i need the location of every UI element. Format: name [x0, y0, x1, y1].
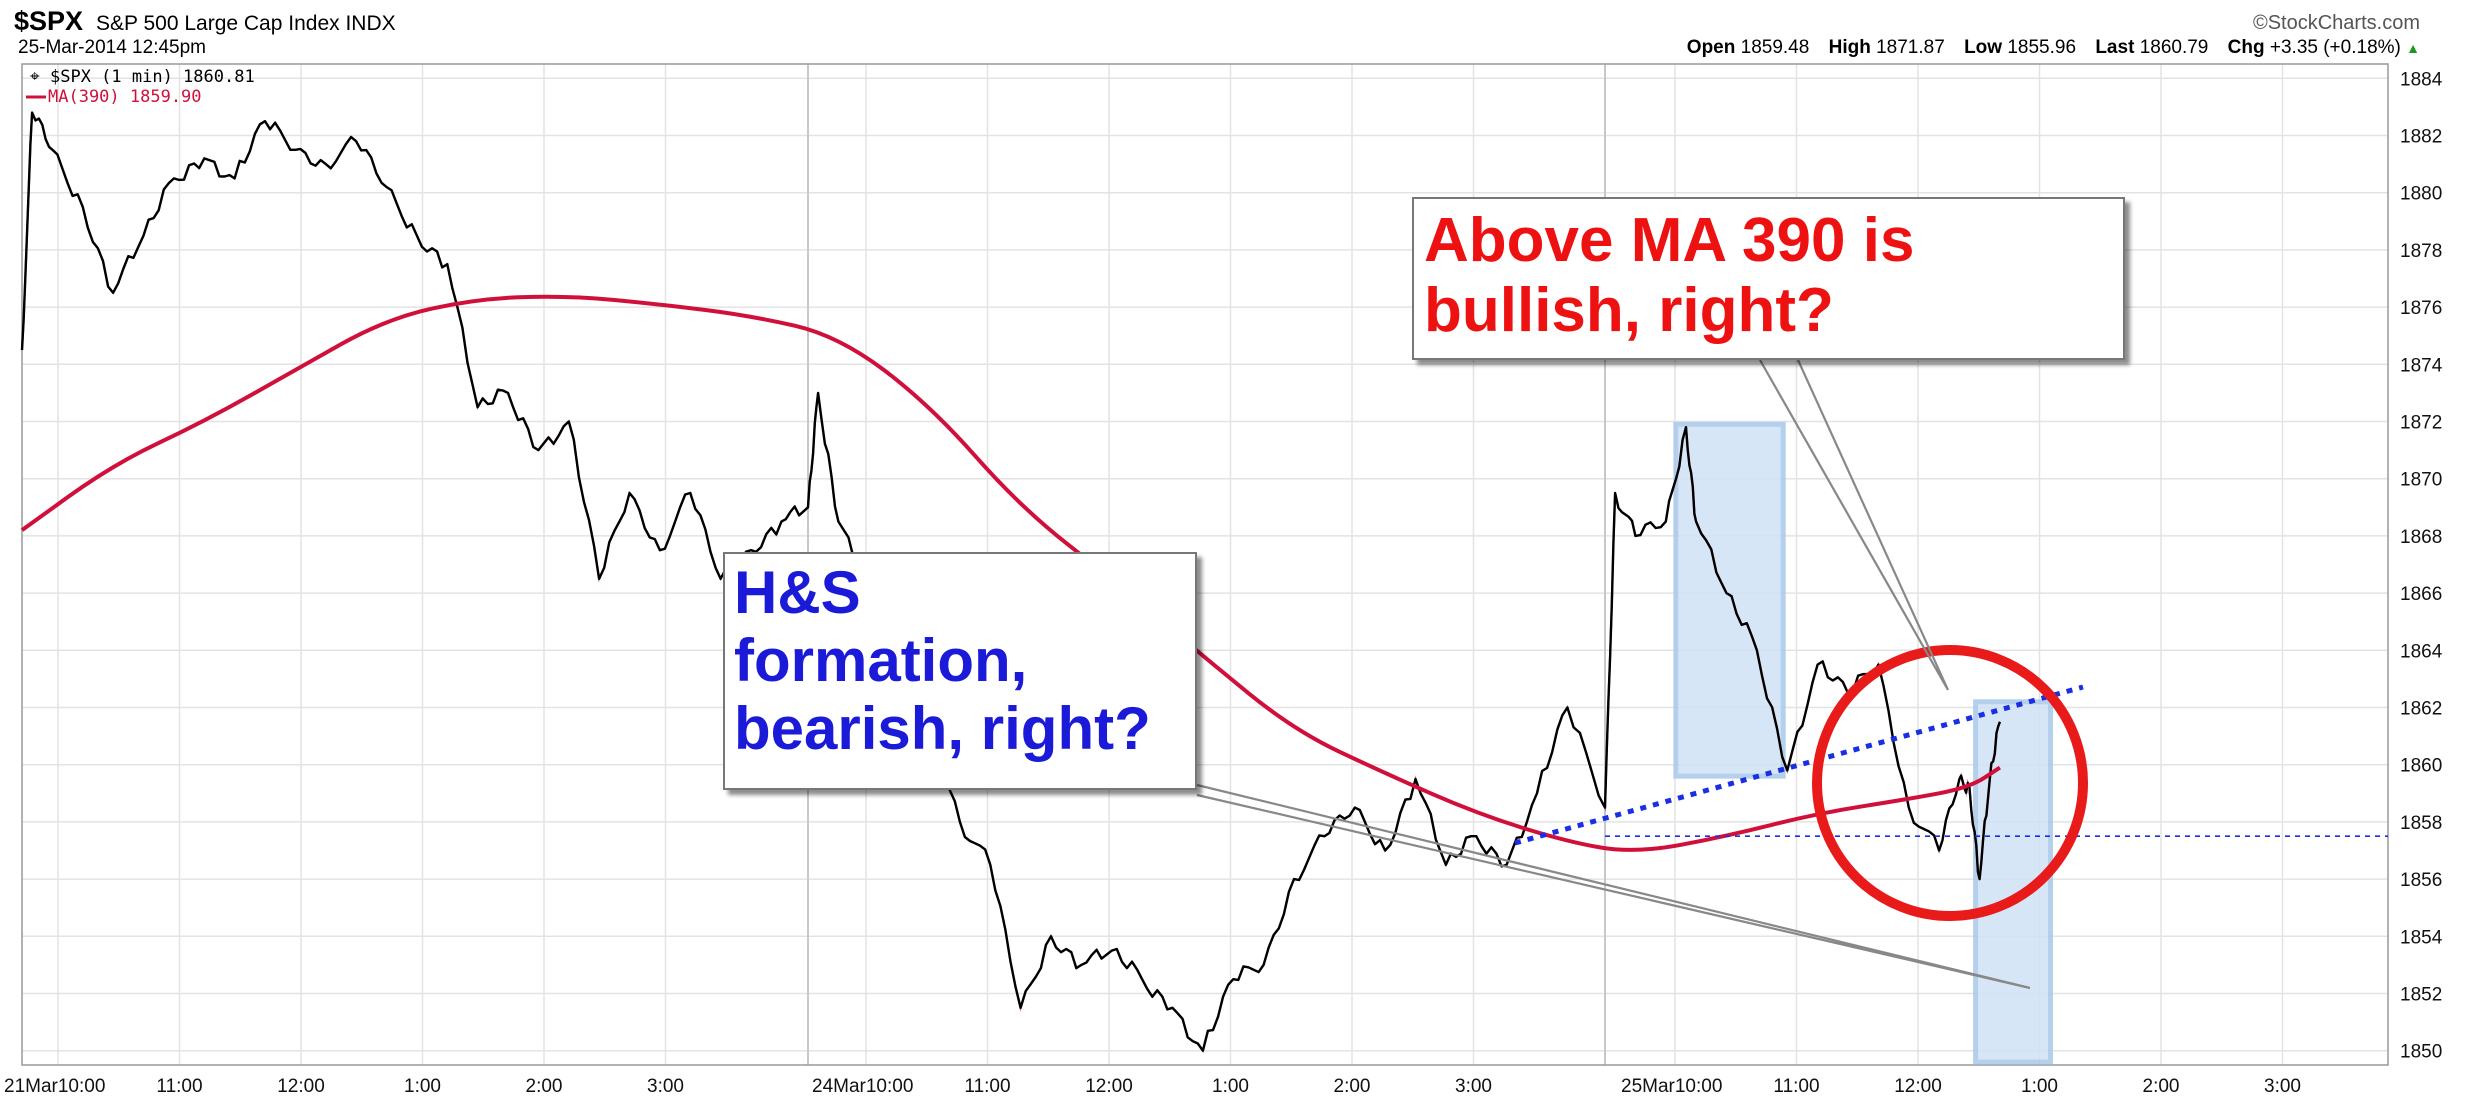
x-tick-label: 12:00 [1085, 1076, 1133, 1097]
y-tick-label: 1854 [2400, 927, 2443, 948]
y-tick-label: 1882 [2400, 127, 2442, 148]
x-tick-label: 1:00 [1212, 1076, 1249, 1097]
annotation-ma-line-1: Above MA 390 is [1424, 206, 1915, 275]
highlight-boxes [1673, 421, 2053, 1065]
x-tick-label: 24Mar10:00 [812, 1076, 913, 1097]
y-tick-label: 1856 [2400, 870, 2442, 891]
index-name: S&P 500 Large Cap Index INDX [96, 12, 396, 35]
y-tick-label: 1874 [2400, 355, 2443, 376]
annotation-ma-line-2: bullish, right? [1424, 276, 1834, 346]
watermark: ©StockCharts.com [2252, 12, 2420, 34]
annotation-hs-line-2: formation, [734, 626, 1028, 694]
x-tick-label: 11:00 [156, 1076, 202, 1097]
ma-390-line [20, 294, 2001, 852]
legend-price: $SPX (1 min) 1860.81 [50, 67, 255, 87]
y-tick-label: 1884 [2400, 69, 2443, 90]
plot-frame [21, 63, 2389, 1066]
x-tick-label: 12:00 [277, 1076, 325, 1097]
legend: ⌖ $SPX (1 min) 1860.81 MA(390) 1859.90 [26, 67, 255, 107]
x-tick-label: 2:00 [1334, 1076, 1371, 1097]
date-label: 25-Mar-2014 12:45pm [18, 37, 206, 58]
callout-pointer-hs [1196, 783, 2031, 990]
x-tick-label: 21Mar10:00 [4, 1076, 105, 1097]
x-tick-label: 11:00 [1773, 1076, 1819, 1097]
y-tick-label: 1866 [2400, 584, 2442, 605]
y-tick-label: 1880 [2400, 184, 2442, 205]
high-label: High [1828, 37, 1871, 58]
last-value: 1860.79 [2139, 37, 2209, 58]
low-label: Low [1964, 37, 2003, 58]
up-triangle-icon: ▲ [2406, 40, 2420, 56]
x-tick-label: 3:00 [647, 1076, 684, 1097]
y-tick-label: 1860 [2400, 756, 2442, 777]
ohlc-readout: Open 1859.48 High 1871.87 Low 1855.96 La… [1687, 37, 2420, 59]
y-tick-label: 1876 [2400, 298, 2442, 319]
series-layer [20, 111, 2002, 1054]
overlay-layer [1196, 359, 2388, 990]
last-label: Last [2095, 37, 2135, 58]
annotation-hs-line-3: bearish, right? [734, 694, 1151, 762]
x-tick-label: 1:00 [2021, 1076, 2058, 1097]
x-tick-label: 3:00 [2264, 1076, 2301, 1097]
y-tick-label: 1870 [2400, 470, 2442, 491]
y-tick-label: 1872 [2400, 413, 2442, 434]
y-tick-label: 1862 [2400, 699, 2442, 720]
open-label: Open [1686, 37, 1736, 58]
x-tick-label: 1:00 [404, 1076, 441, 1097]
symbol: $SPX [14, 6, 84, 36]
x-tick-label: 2:00 [2143, 1076, 2180, 1097]
chg-label: Chg [2227, 37, 2265, 58]
highlight-box-drop [1673, 421, 1786, 779]
x-tick-label: 25Mar10:00 [1621, 1076, 1722, 1097]
y-tick-label: 1850 [2400, 1042, 2442, 1063]
annotation-ma-bullish: Above MA 390 is bullish, right? [1412, 197, 2125, 360]
y-tick-label: 1858 [2400, 813, 2442, 834]
annotation-hs-line-1: H&S [734, 559, 861, 626]
tick-labels: 1850 1852 1854 1856 1858 1860 1862 1864 1866 1868… [4, 69, 2443, 1097]
x-tick-label: 3:00 [1455, 1076, 1492, 1097]
annotation-hs-bearish: H&S formation, bearish, right? [723, 552, 1197, 790]
y-tick-label: 1878 [2400, 241, 2442, 262]
y-tick-label: 1868 [2400, 527, 2442, 548]
x-tick-label: 2:00 [526, 1076, 563, 1097]
legend-price-icon: ⌖ [30, 67, 40, 87]
chg-value: +3.35 (+0.18%) [2269, 37, 2401, 58]
x-tick-label: 11:00 [964, 1076, 1010, 1097]
low-value: 1855.96 [2007, 37, 2077, 58]
x-tick-label: 12:00 [1894, 1076, 1942, 1097]
highlight-circle [1812, 645, 2088, 921]
high-value: 1871.87 [1876, 37, 1945, 58]
callout-pointer-ma [1759, 359, 1950, 691]
open-value: 1859.48 [1740, 37, 1810, 58]
legend-ma: MA(390) 1859.90 [48, 87, 202, 107]
y-tick-label: 1864 [2400, 641, 2443, 662]
y-tick-label: 1852 [2400, 985, 2442, 1006]
